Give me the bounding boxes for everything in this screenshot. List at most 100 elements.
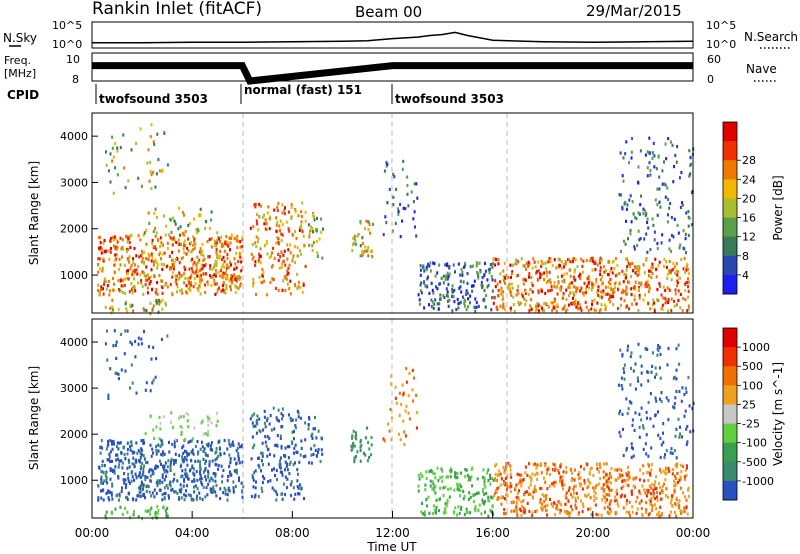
power-scatter-cell [430, 281, 433, 285]
velocity-scatter-cell [655, 507, 658, 511]
velocity-scatter-cell [678, 389, 681, 394]
power-scatter-cell [397, 207, 399, 211]
velocity-scatter-cell [186, 484, 189, 488]
velocity-scatter-cell [290, 418, 292, 422]
power-scatter-cell [120, 247, 123, 251]
power-scatter-cell [528, 272, 531, 276]
power-scatter-cell [475, 301, 478, 305]
power-scatter-cell [591, 302, 593, 307]
velocity-scatter-cell [556, 507, 559, 511]
power-scatter-cell [149, 135, 152, 139]
power-scatter-cell [569, 281, 572, 285]
velocity-scatter-cell [205, 459, 207, 463]
velocity-scatter-cell [444, 511, 447, 515]
power-scatter-cell [666, 186, 669, 190]
power-scatter-cell [662, 182, 665, 186]
velocity-scatter-cell [149, 474, 152, 478]
velocity-scatter-cell [234, 484, 237, 489]
power-scatter-cell [673, 165, 675, 169]
velocity-scatter-cell [679, 463, 682, 467]
power-scatter-cell [392, 195, 395, 199]
power-scatter-cell [285, 277, 288, 281]
power-scatter-cell [406, 175, 409, 179]
power-scatter-cell [172, 236, 175, 240]
velocity-scatter-cell [635, 499, 638, 504]
velocity-scatter-cell [671, 504, 674, 508]
velocity-scatter-cell [171, 487, 174, 491]
power-scatter-cell [152, 245, 155, 249]
velocity-scatter-cell [184, 438, 186, 442]
power-scatter-cell [648, 269, 650, 273]
power-scatter-cell [170, 258, 173, 262]
velocity-scatter-cell [274, 474, 276, 478]
power-scatter-cell [574, 278, 577, 282]
velocity-scatter-cell [252, 446, 255, 450]
velocity-scatter-cell [624, 494, 627, 498]
velocity-scatter-cell [119, 505, 122, 509]
velocity-scatter-cell [302, 455, 305, 459]
power-scatter-cell [151, 255, 154, 260]
power-scatter-cell [442, 294, 445, 298]
power-scatter-cell [300, 227, 303, 231]
power-scatter-cell [631, 262, 634, 266]
power-scatter-cell [109, 306, 112, 310]
power-scatter-cell [112, 244, 115, 248]
velocity-scatter-cell [172, 425, 174, 430]
velocity-scatter-cell [130, 479, 133, 483]
velocity-scatter-cell [661, 513, 663, 517]
power-colorbar-swatches [723, 122, 737, 295]
velocity-scatter-cell [317, 429, 320, 433]
power-scatter-cell [363, 227, 366, 231]
power-scatter-cell [255, 292, 257, 296]
power-scatter-cell [165, 303, 167, 307]
power-scatter-cell [659, 284, 661, 288]
power-scatter-cell [512, 303, 515, 307]
velocity-scatter-cell [474, 493, 476, 497]
velocity-scatter-cell [152, 345, 155, 350]
power-scatter-cell [97, 288, 99, 292]
velocity-scatter-cell [231, 440, 234, 444]
velocity-scatter-cell [662, 440, 665, 444]
power-scatter-cell [280, 250, 283, 254]
power-scatter-cell [563, 280, 566, 284]
power-scatter-cell [198, 250, 201, 254]
velocity-scatter-cell [449, 475, 452, 479]
velocity-scatter-cell [424, 488, 427, 492]
power-scatter-cell [149, 169, 152, 174]
velocity-scatter-cell [133, 465, 136, 469]
power-scatter-cell [150, 268, 153, 272]
velocity-scatter-cell [139, 490, 142, 494]
velocity-scatter-cell [528, 509, 531, 513]
velocity-scatter-cell [174, 490, 177, 494]
velocity-scatter-cell [356, 450, 359, 454]
velocity-scatter-cell [483, 476, 486, 480]
power-scatter-cell [590, 288, 593, 292]
power-scatter-cell [606, 292, 609, 296]
velocity-scatter-cell [432, 512, 435, 516]
power-scatter-cell [488, 271, 491, 275]
velocity-scatter-cell [110, 511, 113, 515]
velocity-scatter-cell [670, 494, 673, 498]
power-scatter-cell [599, 265, 602, 270]
velocity-scatter-cell [260, 469, 262, 473]
velocity-scatter-cell [117, 457, 120, 461]
velocity-scatter-cell [236, 446, 239, 450]
power-scatter-cell [621, 205, 624, 209]
velocity-scatter-cell [121, 466, 124, 470]
power-scatter-cell [676, 284, 678, 288]
power-scatter-cell [599, 269, 602, 273]
power-scatter-cell [226, 244, 229, 248]
velocity-scatter-cell [466, 473, 469, 478]
velocity-scatter-cell [166, 334, 169, 338]
power-scatter-cell [156, 281, 159, 285]
velocity-scatter-cell [405, 366, 408, 371]
power-scatter-cell [235, 251, 238, 255]
velocity-scatter-cell [239, 445, 241, 449]
velocity-scatter-cell [174, 438, 177, 442]
velocity-scatter-cell [574, 484, 577, 488]
power-scatter-cell [644, 293, 647, 297]
velocity-scatter-cell [577, 473, 580, 477]
freq-left-unit: [MHz] [4, 67, 36, 80]
power-scatter-cell [573, 293, 575, 297]
power-scatter-cell [275, 223, 278, 227]
